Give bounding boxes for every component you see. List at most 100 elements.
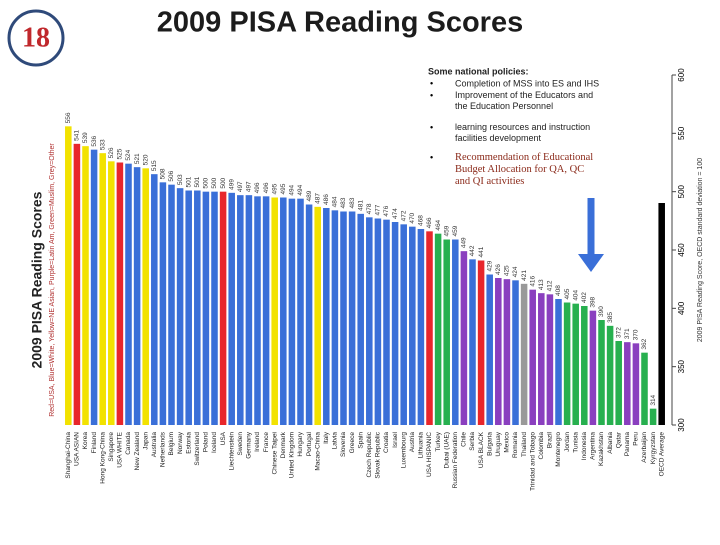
value-label: 526 [108, 147, 115, 158]
value-label: 500 [220, 177, 227, 188]
value-label: 464 [435, 219, 442, 230]
bar [589, 310, 597, 425]
y-tick-label: 500 [677, 184, 686, 198]
bar [520, 283, 528, 425]
annotation-heading: Some national policies: [428, 66, 529, 76]
x-tick-label: France [263, 432, 270, 453]
bullet-line: Improvement of the Educators and [455, 90, 593, 100]
slide-number-badge [7, 9, 65, 67]
bullet-line: and QI activities [455, 176, 524, 187]
x-tick-label: Slovenia [340, 432, 347, 457]
x-tick-label: Poland [203, 432, 210, 453]
bar [417, 229, 425, 425]
bar [486, 274, 493, 425]
value-label: 474 [392, 208, 399, 219]
x-tick-label: USA ASIAN [74, 432, 81, 466]
y-axis-title: 2009 PISA Reading Scores [29, 191, 45, 368]
value-label: 424 [512, 266, 519, 277]
x-tick-label: Liechtenstein [228, 432, 235, 471]
value-label: 314 [650, 394, 657, 405]
x-tick-label: Germany [246, 431, 253, 458]
bar [271, 197, 278, 425]
bar [434, 233, 442, 425]
bullet-marker: • [430, 78, 433, 88]
value-label: 449 [461, 237, 468, 248]
x-tick-label: USA HISPANIC [426, 432, 433, 477]
value-label: 500 [203, 177, 210, 188]
value-label: 402 [581, 292, 588, 303]
x-tick-label: Colombia [538, 432, 545, 460]
x-tick-label: Korea [82, 432, 89, 450]
x-tick-label: Argentina [590, 432, 597, 460]
x-tick-label: United Kingdom [289, 432, 296, 478]
value-label: 372 [615, 327, 622, 338]
value-label: 405 [564, 288, 571, 299]
bar [348, 211, 356, 425]
x-tick-label: USA [220, 431, 227, 445]
bar [202, 191, 210, 425]
x-tick-label: Hungary [297, 431, 304, 456]
x-tick-label: Belgium [168, 432, 175, 455]
bar [280, 197, 287, 425]
bar [288, 198, 296, 425]
bar [125, 163, 132, 425]
bullet-line: facilities development [455, 133, 542, 143]
x-tick-label: Jordan [564, 432, 571, 452]
bar [228, 192, 235, 425]
value-label: 556 [65, 112, 72, 123]
x-tick-label: Brazil [547, 431, 554, 448]
bar [323, 208, 330, 425]
x-tick-label: Iceland [211, 432, 218, 453]
bar [151, 174, 158, 425]
x-tick-label: Denmark [280, 431, 287, 458]
x-tick-label: Chile [461, 432, 468, 447]
bullet-marker: • [430, 152, 433, 162]
x-tick-label: Luxembourg [400, 432, 407, 469]
x-tick-label: Latvia [332, 432, 339, 450]
bar [400, 224, 407, 425]
annotation-bullet: learning resources and instruction facili… [455, 122, 590, 143]
y-tick-label: 350 [677, 359, 686, 373]
x-tick-label: Trinidad and Tobago [529, 432, 536, 491]
bar [503, 279, 511, 425]
bar [108, 161, 115, 426]
bar [391, 222, 399, 425]
bar [305, 204, 313, 425]
bar [90, 149, 98, 425]
value-label: 442 [469, 245, 476, 256]
value-label: 421 [521, 270, 528, 281]
value-label: 533 [99, 139, 106, 150]
value-label: 466 [426, 217, 433, 228]
bar [374, 218, 382, 425]
bar [632, 343, 640, 425]
bar [477, 260, 485, 425]
bullet-line: the Education Personnel [455, 101, 553, 111]
bar [615, 341, 622, 425]
value-label: 497 [246, 181, 253, 192]
y-tick-label: 600 [677, 68, 686, 82]
value-label: 506 [168, 170, 175, 181]
x-tick-label: Switzerland [194, 432, 201, 466]
x-tick-label: Estonia [185, 432, 192, 454]
bar [194, 190, 201, 425]
value-label: 441 [478, 246, 485, 257]
slide-title: 2009 PISA Reading Scores [157, 7, 523, 39]
value-label: 494 [289, 184, 296, 195]
x-tick-label: Greece [349, 432, 356, 454]
x-tick-label: Dubai (UAE) [443, 432, 450, 468]
bar [357, 213, 364, 425]
x-tick-label: Norway [177, 431, 184, 454]
value-label: 496 [254, 182, 261, 193]
value-label: 495 [280, 183, 287, 194]
arrow-head [578, 254, 604, 272]
bar [159, 182, 167, 425]
x-tick-label: Montenegro [555, 432, 562, 467]
value-label: 501 [185, 176, 192, 187]
x-tick-label: Panama [624, 432, 631, 457]
bar [460, 251, 468, 425]
bullet-line: Recommendation of Educational [455, 152, 593, 163]
x-tick-label: Uruguay [495, 431, 502, 456]
bar [331, 210, 339, 425]
x-tick-label: Israel [392, 431, 399, 447]
value-label: 501 [194, 176, 201, 187]
